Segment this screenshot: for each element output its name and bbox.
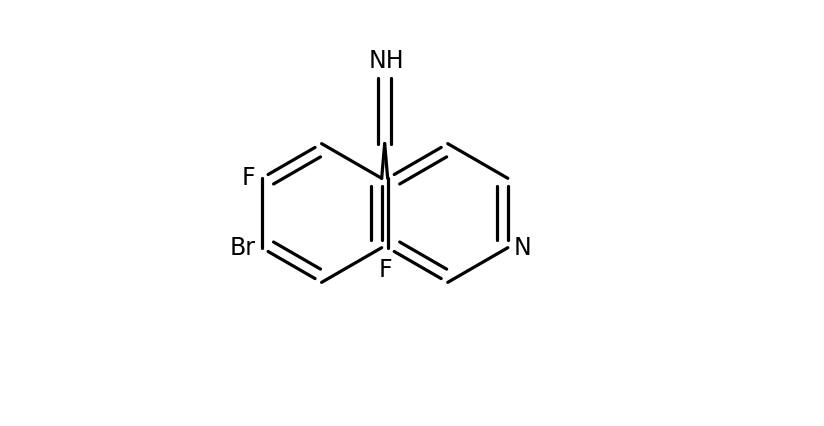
Text: F: F xyxy=(379,258,393,282)
Text: NH: NH xyxy=(369,49,405,73)
Text: N: N xyxy=(513,236,531,260)
Text: F: F xyxy=(242,166,255,190)
Text: Br: Br xyxy=(230,236,255,260)
